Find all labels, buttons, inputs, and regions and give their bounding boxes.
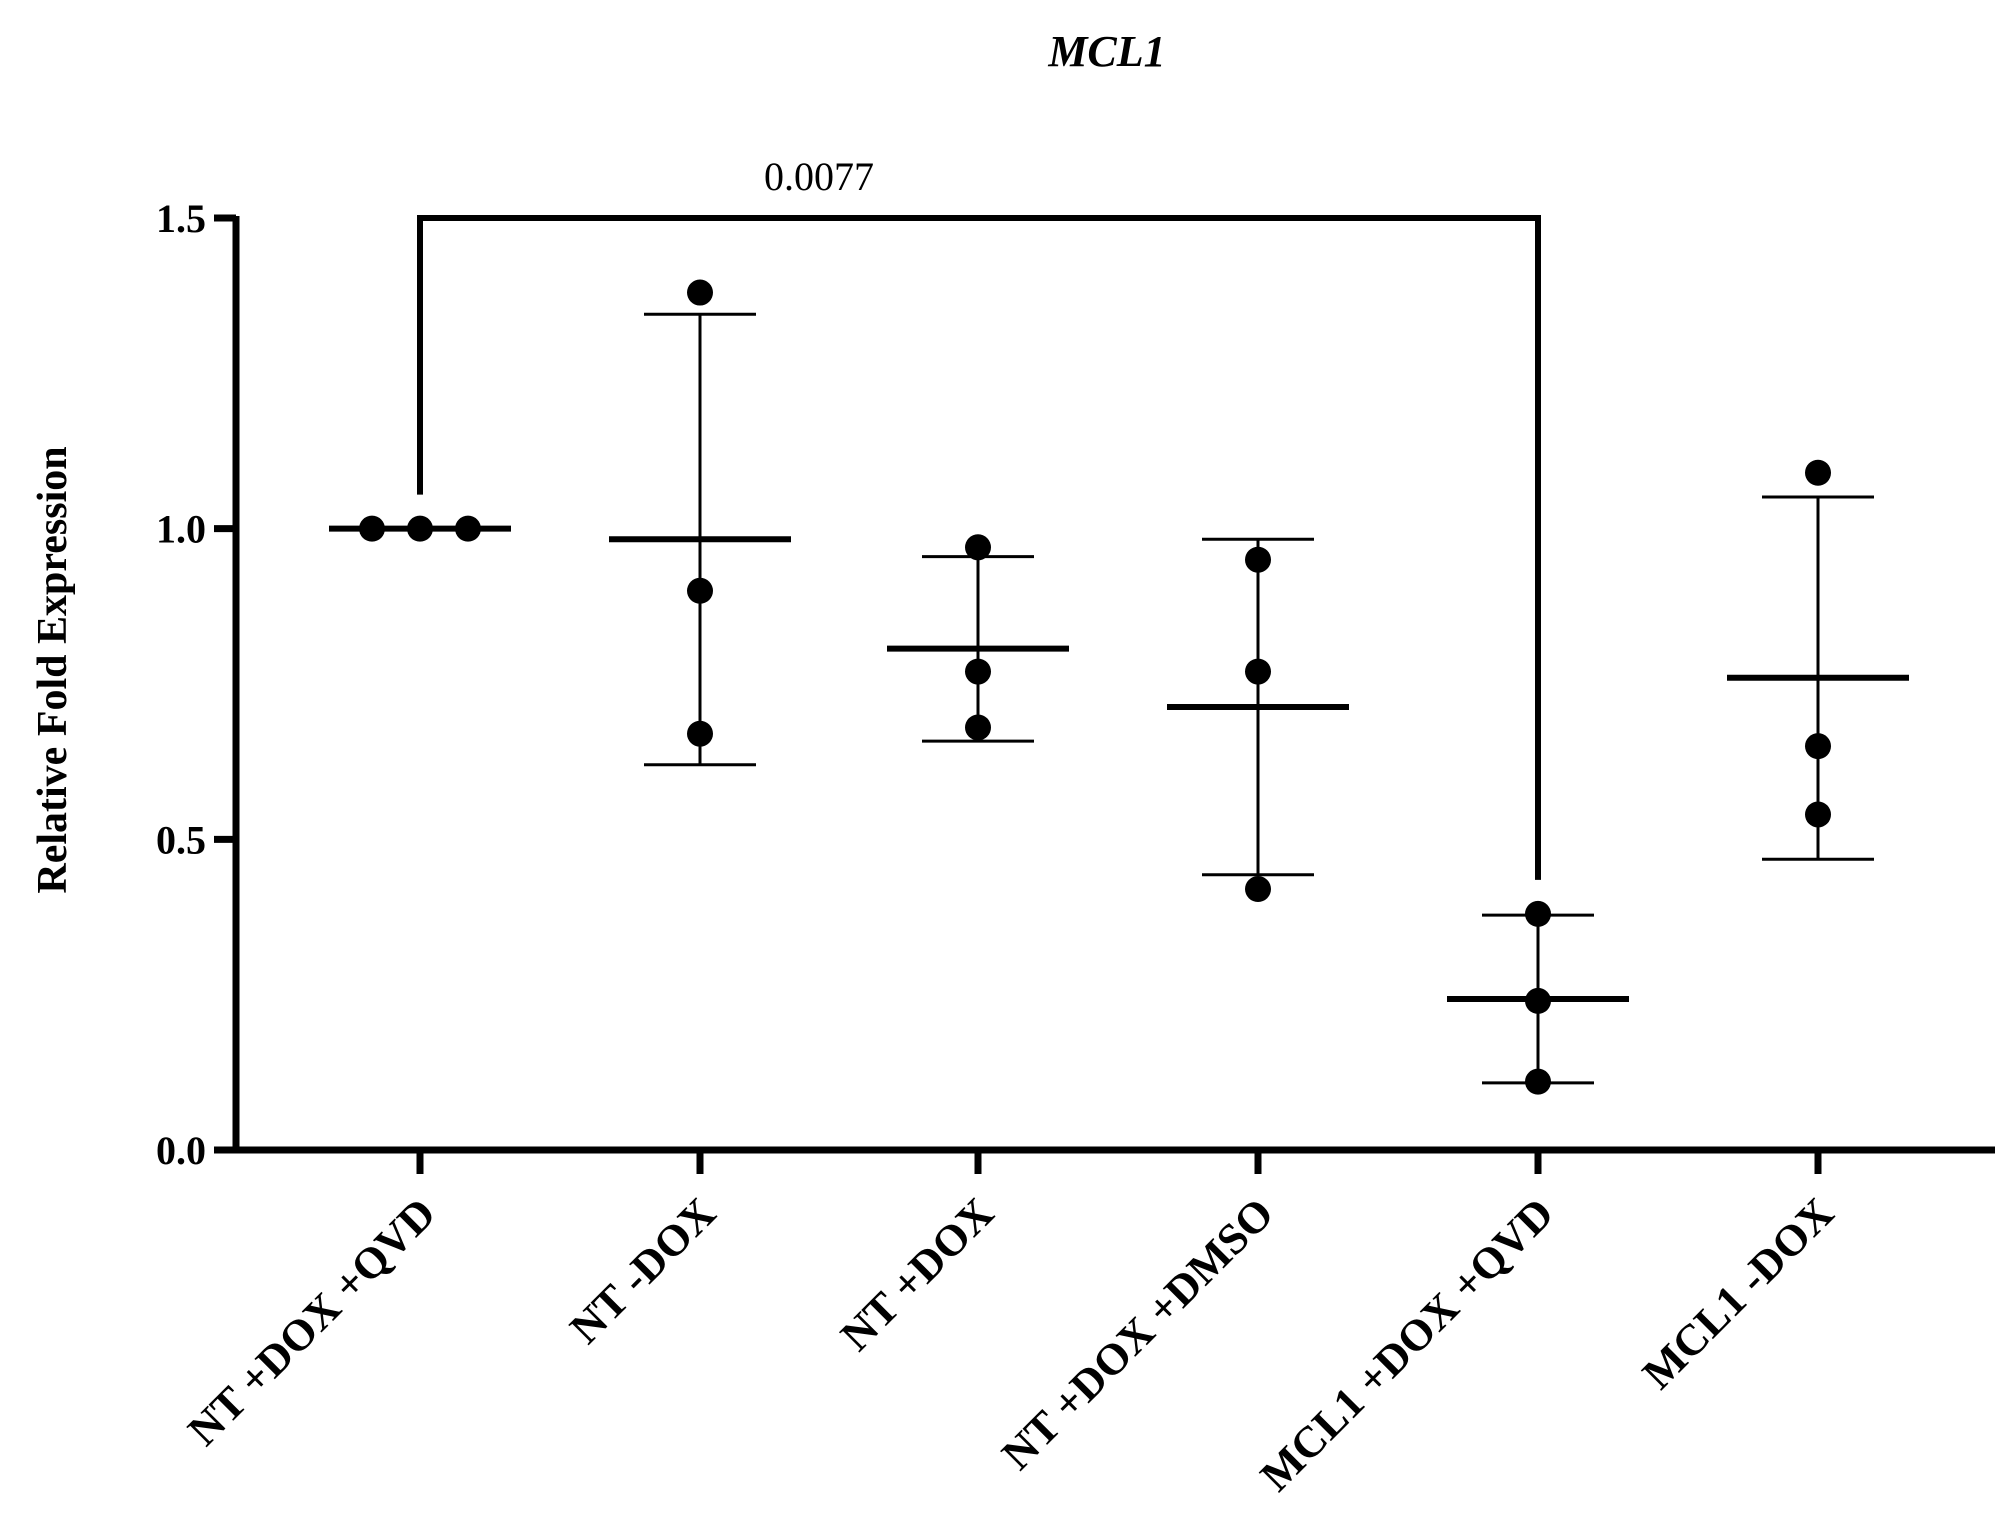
data-point — [1245, 658, 1271, 685]
y-tick-label: 1.0 — [156, 507, 206, 552]
data-point — [965, 714, 991, 741]
x-tick-label: NT +DOX — [831, 1188, 1003, 1360]
y-axis-label: Relative Fold Expression — [30, 446, 76, 893]
x-tick-label: MCL1 -DOX — [1633, 1188, 1843, 1398]
data-point — [1525, 987, 1551, 1014]
data-point — [687, 720, 713, 747]
x-tick-label: NT +DOX +DMSO — [992, 1188, 1283, 1479]
data-point — [1805, 733, 1831, 760]
data-point — [687, 577, 713, 604]
x-tick-label: NT -DOX — [560, 1188, 725, 1353]
error-bars — [644, 312, 1874, 1085]
y-tick-label: 1.5 — [156, 196, 206, 241]
data-points — [359, 279, 1831, 1095]
data-point — [687, 279, 713, 306]
y-tick-label: 0.5 — [156, 817, 206, 862]
significance-label: 0.0077 — [764, 154, 874, 199]
significance-bracket — [417, 215, 1541, 880]
data-point — [359, 515, 385, 542]
y-ticks: 0.0 0.5 1.0 1.5 — [156, 196, 236, 1173]
data-point — [407, 515, 433, 542]
data-point — [1805, 459, 1831, 486]
chart-title: MCL1 — [1047, 27, 1165, 76]
data-point — [1525, 900, 1551, 927]
data-point — [455, 515, 481, 542]
data-point — [965, 658, 991, 685]
data-point — [1525, 1068, 1551, 1095]
data-point — [1805, 801, 1831, 828]
axes — [232, 216, 1995, 1154]
y-tick-label: 0.0 — [156, 1128, 206, 1173]
x-tick-label: MCL1 +DOX +QVD — [1251, 1188, 1563, 1500]
x-tick-label: NT +DOX +QVD — [178, 1188, 445, 1455]
data-point — [965, 534, 991, 561]
annotations: 0.0077 — [417, 154, 1541, 880]
data-point — [1245, 546, 1271, 573]
data-point — [1245, 876, 1271, 903]
mean-lines — [329, 525, 1909, 1003]
